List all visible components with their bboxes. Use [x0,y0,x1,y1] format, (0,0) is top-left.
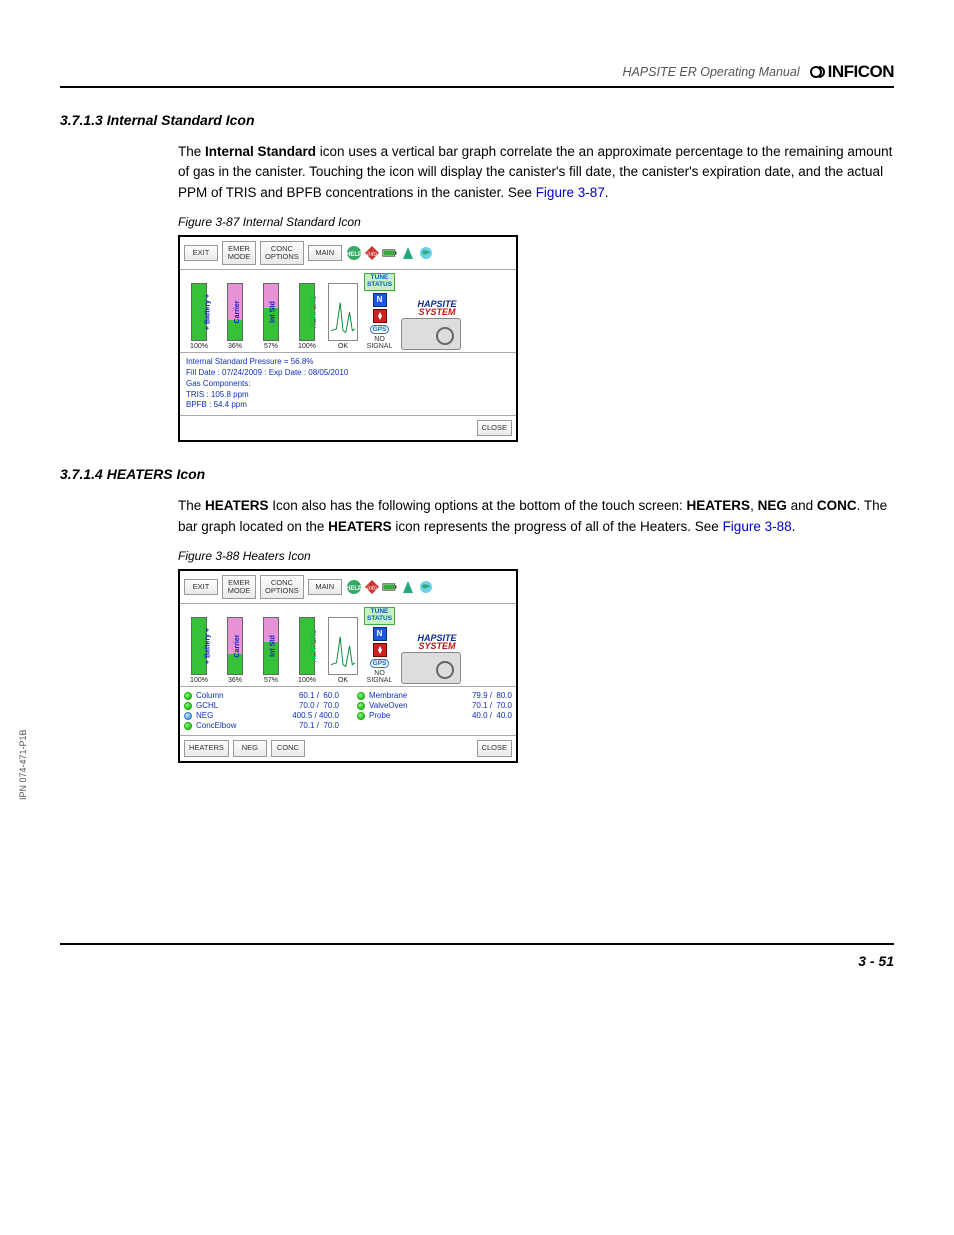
side-ipn-text: IPN 074-471-P1B [18,729,28,800]
globe-icon[interactable] [418,579,434,595]
led-icon [184,702,192,710]
ss-toolbar: EXIT EMER MODE CONC OPTIONS MAIN HELP in… [180,571,516,605]
tree-icon[interactable] [400,245,416,261]
page-footer: 3 - 51 [60,943,894,969]
hapsite-device-icon [401,318,461,350]
led-icon [184,692,192,700]
led-icon [357,702,365,710]
heaters-bar[interactable]: HEATERS 100% [292,617,322,684]
compass-icon [373,643,387,657]
main-button[interactable]: MAIN [308,245,342,261]
close-button[interactable]: CLOSE [477,740,512,756]
neg-tab[interactable]: NEG [233,740,267,756]
gps-badge: GPS [370,659,390,668]
detail-line: Fill Date : 07/24/2009 : Exp Date : 08/0… [186,368,510,379]
led-icon [357,692,365,700]
heater-row: Probe 40.0 / 40.0 [357,711,512,720]
internal-standard-detail: Internal Standard Pressure = 56.8% Fill … [180,352,516,415]
main-button[interactable]: MAIN [308,579,342,595]
led-icon [357,712,365,720]
page-number: 3 - 51 [858,953,894,969]
hapsite-device-icon [401,652,461,684]
trace-chart: OK [328,617,358,684]
help-icon[interactable]: HELP [346,579,362,595]
led-icon [184,712,192,720]
para-internal-standard: The Internal Standard icon uses a vertic… [178,142,894,203]
info-icon[interactable]: info [364,579,380,595]
hapsite-system-panel[interactable]: HAPSITESYSTEM [401,300,473,350]
exit-button[interactable]: EXIT [184,245,218,261]
n-badge-icon: N [373,293,387,307]
page-header: HAPSITE ER Operating Manual INFICON [60,62,894,88]
compass-icon [373,309,387,323]
n-badge-icon: N [373,627,387,641]
section-heading-internal-standard: 3.7.1.3 Internal Standard Icon [60,112,894,128]
heaters-bar[interactable]: HEATERS 100% [292,283,322,350]
battery-bar[interactable]: + Battery + 100% [184,617,214,684]
close-button[interactable]: CLOSE [477,420,512,436]
heater-row: GCHL 70.0 / 70.0 [184,701,339,710]
trace-chart: OK [328,283,358,350]
battery-status-icon [382,245,398,261]
screenshot-heaters: EXIT EMER MODE CONC OPTIONS MAIN HELP in… [178,569,518,763]
carrier-bar[interactable]: Carrier 36% [220,283,250,350]
heater-row: ConcElbow 70.1 / 70.0 [184,721,339,730]
heaters-tab[interactable]: HEATERS [184,740,229,756]
svg-text:info: info [367,586,377,592]
link-fig-3-88[interactable]: Figure 3-88 [723,519,792,534]
svg-text:info: info [367,252,377,258]
led-icon [184,722,192,730]
exit-button[interactable]: EXIT [184,579,218,595]
hapsite-system-panel[interactable]: HAPSITESYSTEM [401,634,473,684]
heater-row: NEG400.5 / 400.0 [184,711,339,720]
signal-status: NOSIGNAL [367,336,393,351]
tune-status-badge[interactable]: TUNE STATUS [364,607,395,625]
caption-fig-3-88: Figure 3-88 Heaters Icon [178,549,894,563]
heater-row: Membrane 79.9 / 80.0 [357,691,512,700]
heater-row: ValveOven 70.1 / 70.0 [357,701,512,710]
emer-mode-button[interactable]: EMER MODE [222,241,256,266]
caption-fig-3-87: Figure 3-87 Internal Standard Icon [178,215,894,229]
globe-icon[interactable] [418,245,434,261]
int-std-bar[interactable]: Int Std 57% [256,617,286,684]
detail-line: BPFB : 54.4 ppm [186,400,510,411]
manual-title: HAPSITE ER Operating Manual [622,65,799,79]
heaters-readings: Column 60.1 / 60.0 GCHL 70.0 / 70.0 NEG4… [180,686,516,735]
detail-line: Gas Components: [186,379,510,390]
int-std-bar[interactable]: Int Std 57% [256,283,286,350]
help-icon[interactable]: HELP [346,245,362,261]
svg-text:HELP: HELP [346,252,362,258]
brand-logo: INFICON [810,62,894,82]
emer-mode-button[interactable]: EMER MODE [222,575,256,600]
detail-line: Internal Standard Pressure = 56.8% [186,357,510,368]
conc-options-button[interactable]: CONC OPTIONS [260,241,304,266]
conc-tab[interactable]: CONC [271,740,305,756]
section-heading-heaters-icon: 3.7.1.4 HEATERS Icon [60,466,894,482]
conc-options-button[interactable]: CONC OPTIONS [260,575,304,600]
tree-icon[interactable] [400,579,416,595]
link-fig-3-87[interactable]: Figure 3-87 [536,185,605,200]
battery-bar[interactable]: + Battery + 100% [184,283,214,350]
brand-name: INFICON [828,62,894,82]
svg-text:HELP: HELP [346,586,362,592]
battery-status-icon [382,579,398,595]
screenshot-internal-standard: EXIT EMER MODE CONC OPTIONS MAIN HELP in… [178,235,518,443]
ss-toolbar: EXIT EMER MODE CONC OPTIONS MAIN HELP in… [180,237,516,271]
carrier-bar[interactable]: Carrier 36% [220,617,250,684]
heater-row: Column 60.1 / 60.0 [184,691,339,700]
info-icon[interactable]: info [364,245,380,261]
detail-line: TRIS : 105.8 ppm [186,390,510,401]
gps-badge: GPS [370,325,390,334]
para-heaters-icon: The HEATERS Icon also has the following … [178,496,894,537]
signal-status: NOSIGNAL [367,670,393,685]
tune-status-badge[interactable]: TUNE STATUS [364,273,395,291]
